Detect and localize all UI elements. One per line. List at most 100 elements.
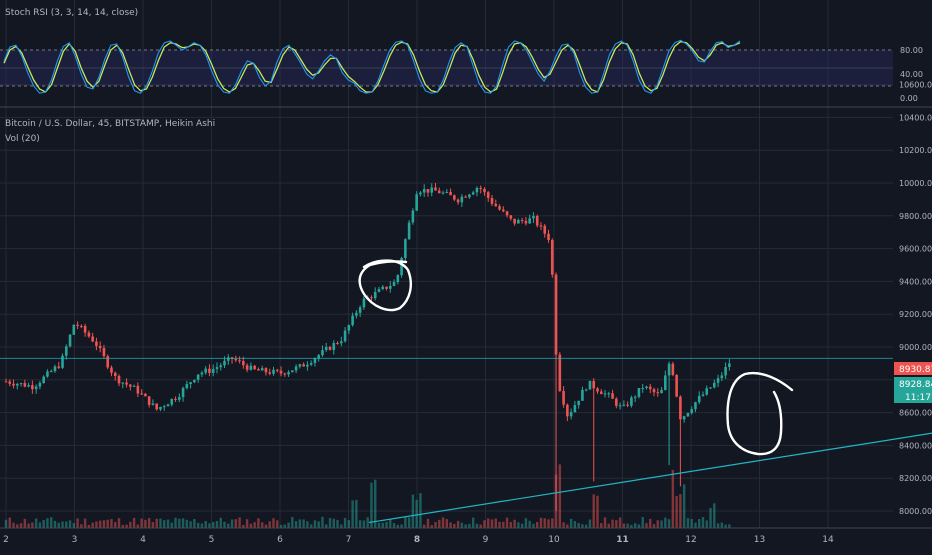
- candle-body: [132, 385, 136, 387]
- candle-body: [19, 383, 23, 385]
- volume-bar: [260, 522, 264, 528]
- volume-bar: [230, 519, 234, 528]
- candle-body: [200, 372, 204, 375]
- volume-bar: [445, 519, 448, 528]
- candle-body: [664, 375, 667, 390]
- circle-annotation-left[interactable]: [358, 259, 412, 312]
- candle-body: [125, 382, 128, 385]
- volume-bar: [509, 521, 513, 528]
- volume-bar: [306, 521, 309, 528]
- volume-bar: [438, 519, 441, 528]
- candle-body: [129, 384, 132, 387]
- volume-bar: [547, 519, 550, 528]
- price-tick-label: 9200.00: [899, 310, 932, 319]
- candle-body: [445, 191, 449, 193]
- volume-bar: [325, 524, 328, 528]
- volume-bar: [649, 518, 652, 528]
- candle-body: [215, 367, 219, 370]
- time-tick-label: 6: [277, 535, 283, 545]
- time-tick-label: 11: [616, 535, 629, 545]
- candle-body: [392, 282, 396, 286]
- volume-bar: [460, 522, 464, 528]
- candle-body: [272, 369, 275, 374]
- candle-body: [716, 378, 720, 383]
- volume-bar: [494, 518, 497, 528]
- candle-body: [607, 393, 611, 395]
- volume-bar: [645, 523, 648, 528]
- volume-bar: [212, 522, 215, 528]
- candle-body: [569, 412, 573, 417]
- volume-bar: [50, 517, 53, 528]
- volume-bar: [136, 524, 140, 528]
- volume-bar: [404, 517, 407, 528]
- candle-body: [618, 405, 622, 407]
- candle-body: [76, 324, 79, 326]
- candle-body: [53, 366, 57, 372]
- volume-bar: [27, 523, 30, 528]
- current-price-label: 8928.84: [899, 380, 932, 390]
- volume-bar: [42, 520, 45, 528]
- volume-bar: [313, 520, 317, 528]
- volume-bar: [114, 522, 117, 528]
- volume-bar: [106, 519, 109, 528]
- candle-body: [166, 404, 170, 407]
- volume-bar: [607, 523, 610, 528]
- volume-bar: [682, 484, 686, 528]
- volume-bar: [377, 522, 381, 528]
- candle-body: [468, 194, 471, 198]
- price-tick-label: 8200.00: [899, 474, 932, 483]
- volume-bar: [272, 518, 275, 528]
- candle-body: [667, 363, 671, 376]
- candle-body: [479, 187, 483, 190]
- candle-body: [712, 382, 716, 388]
- trendline[interactable]: [368, 432, 932, 524]
- volume-bar: [728, 524, 731, 528]
- volume-bar: [464, 524, 467, 528]
- volume-bar: [8, 517, 11, 528]
- volume-bar: [159, 518, 162, 528]
- volume-bar: [652, 524, 656, 528]
- volume-bar: [181, 518, 185, 528]
- volume-bar: [196, 522, 200, 528]
- candle-body: [159, 406, 162, 410]
- volume-bar: [426, 518, 430, 528]
- candle-body: [234, 358, 238, 361]
- candle-body: [430, 187, 434, 193]
- candle-body: [196, 374, 200, 380]
- candle-body: [121, 382, 125, 384]
- price-tick-label: 9600.00: [899, 245, 932, 254]
- volume-bar: [53, 520, 57, 528]
- volume-bar: [46, 518, 49, 528]
- volume-bar: [543, 518, 546, 528]
- price-axis[interactable]: 10600.00 10400.00 10200.00 10000.00 9800.00 9…: [899, 81, 932, 516]
- candle-body: [98, 345, 102, 349]
- candle-body: [106, 356, 110, 368]
- volume-bar: [389, 519, 392, 528]
- volume-bar: [321, 516, 324, 528]
- volume-bar: [502, 521, 505, 528]
- volume-bar: [656, 520, 659, 528]
- volume-bar: [163, 520, 166, 528]
- candle-body: [249, 365, 253, 370]
- volume-bar: [701, 517, 705, 528]
- volume-bar: [298, 519, 302, 528]
- volume-bar: [400, 524, 403, 528]
- stoch-k-line: [3, 39, 741, 94]
- stoch-tick-label: 0.00: [900, 94, 918, 103]
- volume-bar: [23, 518, 27, 528]
- volume-bar: [513, 519, 516, 528]
- candle-body: [630, 397, 633, 406]
- volume-bar: [72, 523, 76, 528]
- candle-body: [140, 393, 143, 395]
- candle-body: [566, 404, 569, 417]
- volume-bar: [129, 521, 132, 528]
- volume-bar: [189, 521, 192, 528]
- candle-body: [411, 210, 415, 223]
- time-axis[interactable]: 2 3 4 5 6 7 8 9 10 11 12 13 14: [0, 527, 932, 545]
- circle-annotation-right[interactable]: [726, 371, 794, 456]
- volume-bar: [720, 522, 724, 528]
- candle-body: [31, 385, 34, 390]
- candle-body: [291, 370, 294, 373]
